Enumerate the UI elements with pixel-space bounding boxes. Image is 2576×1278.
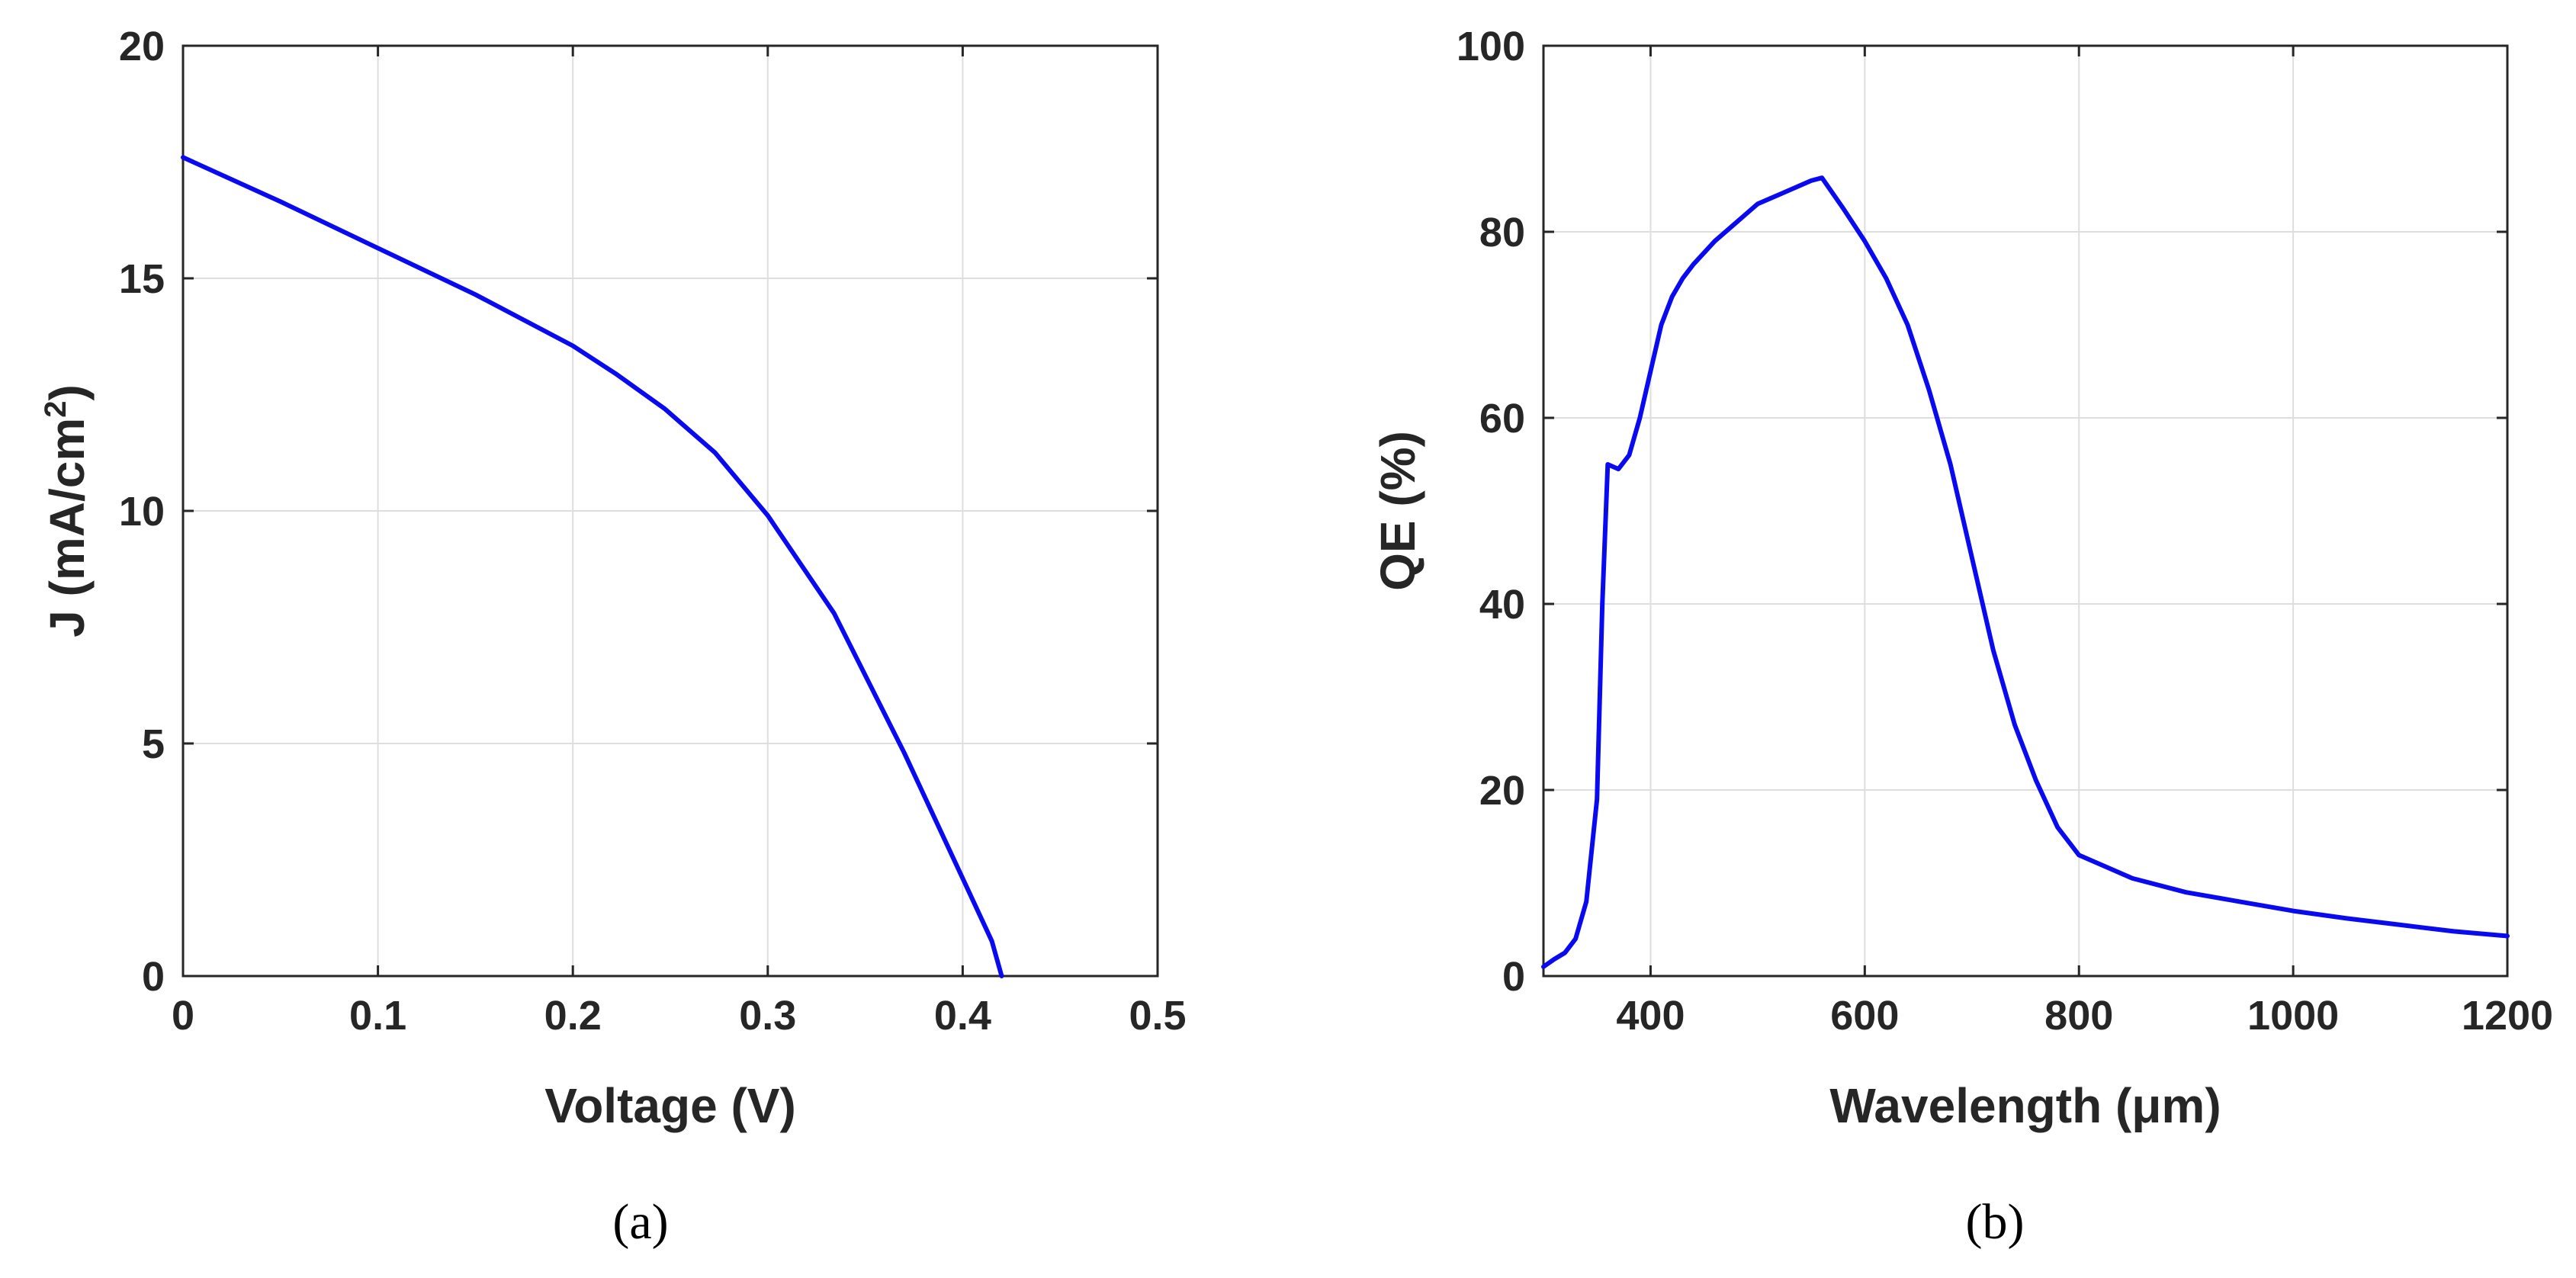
y-tick-label-b: 20 [1479, 768, 1525, 814]
x-axis-title-a: Voltage (V) [544, 1078, 796, 1133]
x-tick-label-a: 0.5 [1129, 993, 1186, 1039]
y-axis-title-a-main: J (mA/cm [40, 418, 95, 637]
x-tick-label-a: 0 [172, 993, 194, 1039]
x-tick-label-b: 600 [1830, 993, 1899, 1039]
chart-panel-b: 400 600 800 1000 1200 0 20 40 60 80 100 Wavelength… [1370, 24, 2553, 1250]
y-axis-title-a-close: ) [40, 384, 95, 400]
x-tick-label-a: 0.3 [739, 993, 796, 1039]
plot-frame-b [1542, 44, 2509, 978]
x-tick-label-b: 400 [1616, 993, 1685, 1039]
grid-b [1543, 45, 2508, 977]
x-tick-label-a: 0.1 [349, 993, 406, 1039]
ticks-a: 0 0.1 0.2 0.3 0.4 0.5 0 5 10 15 20 [119, 24, 1187, 1039]
y-axis-title-b: QE (%) [1370, 431, 1425, 591]
x-axis-title-b: Wavelength (μm) [1829, 1078, 2221, 1133]
y-axis-title-a-sup: 2 [39, 400, 72, 417]
y-tick-label-b: 60 [1479, 396, 1525, 442]
x-tick-label-b: 1000 [2247, 993, 2339, 1039]
x-tick-label-b: 1200 [2462, 993, 2553, 1039]
y-tick-label-a: 15 [119, 256, 165, 302]
y-tick-label-b: 100 [1457, 24, 1525, 69]
y-tick-label-b: 40 [1479, 582, 1525, 628]
y-tick-label-a: 20 [119, 24, 165, 69]
jv-curve-line [181, 155, 1004, 978]
y-axis-title-a: J (mA/cm2) [39, 384, 95, 637]
x-tick-label-a: 0.2 [544, 993, 602, 1039]
grid-a [182, 45, 1158, 977]
x-tick-label-b: 800 [2044, 993, 2113, 1039]
x-tick-label-a: 0.4 [934, 993, 991, 1039]
y-tick-label-b: 80 [1479, 210, 1525, 255]
qe-curve-line [1541, 175, 2510, 969]
y-tick-label-a: 5 [142, 721, 165, 767]
y-tick-label-b: 0 [1502, 954, 1525, 1000]
y-tick-label-a: 0 [142, 954, 165, 1000]
y-tick-label-a: 10 [119, 489, 165, 535]
caption-b: (b) [1966, 1194, 2025, 1250]
ticks-b: 400 600 800 1000 1200 0 20 40 60 80 100 [1457, 24, 2553, 1039]
chart-panel-a: 0 0.1 0.2 0.3 0.4 0.5 0 5 10 15 20 Voltage (V) J (… [39, 24, 1187, 1250]
caption-a: (a) [612, 1194, 668, 1250]
